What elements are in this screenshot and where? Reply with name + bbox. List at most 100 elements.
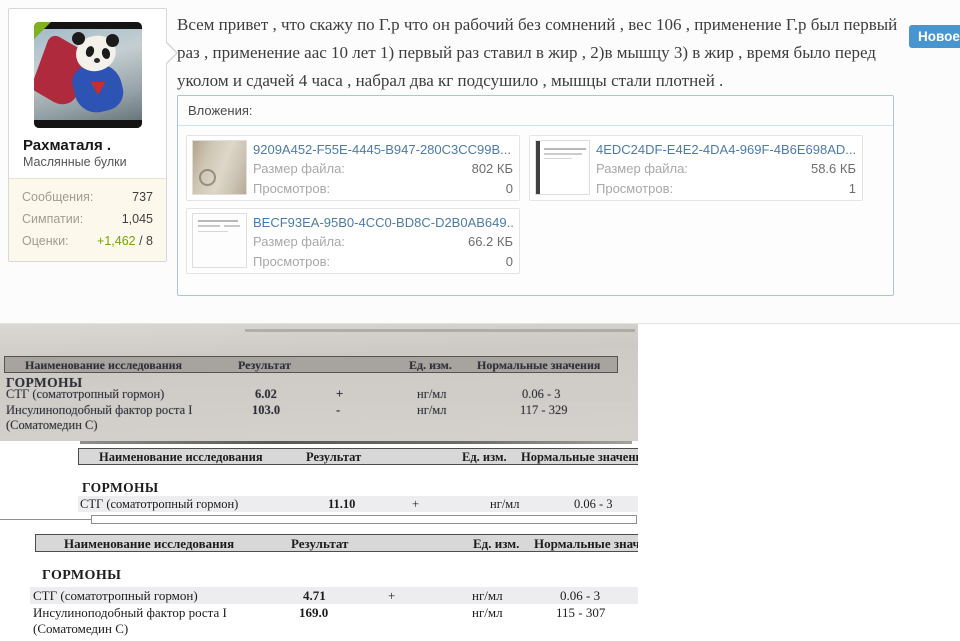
- attachment-views-row: Просмотров: 0: [253, 252, 513, 272]
- lab-row-flag: +: [388, 588, 396, 603]
- col-header-normal: Нормальные значения: [477, 358, 601, 372]
- lab-row-name: СТГ (соматотропный гормон): [80, 497, 239, 511]
- col-header-name: Наименование исследования: [64, 536, 235, 551]
- attachment-info: BECF93EA-95B0-4CC0-BD8C-D2B0AB649... Раз…: [253, 214, 513, 272]
- lab-row-normal: 0.06 - 3: [560, 588, 601, 603]
- forum-post: Рахматаля . Маслянные булки Сообщения: 7…: [0, 8, 960, 324]
- lab-row-unit: нг/мл: [417, 387, 447, 401]
- lab-row-result: 103.0: [252, 403, 281, 417]
- attachments-header: Вложения:: [178, 96, 893, 126]
- size-label: Размер файла:: [253, 161, 345, 176]
- lab-row-result: 4.71: [303, 588, 326, 603]
- stat-value: 737: [132, 190, 153, 204]
- avatar-art: [93, 58, 100, 63]
- lab-row-normal: 117 - 329: [520, 403, 568, 417]
- views-label: Просмотров:: [253, 181, 331, 196]
- lab-result-image-2[interactable]: Наименование исследования Результат Ед. …: [0, 444, 638, 528]
- lab-row-normal: 0.06 - 3: [574, 497, 613, 511]
- attachments-box: Вложения: 9209A452-F55E-4445-B947-280C3C…: [177, 95, 894, 296]
- lab-result-image-3[interactable]: Наименование исследования Результат Ед. …: [0, 528, 638, 641]
- user-title: Маслянные булки: [23, 155, 127, 169]
- rating-positive: +1,462: [97, 234, 136, 248]
- lab-row-name: СТГ (соматотропный гормон): [6, 387, 165, 401]
- size-label: Размер файла:: [596, 161, 688, 176]
- col-header-normal: Нормальные значения: [521, 450, 638, 464]
- lab-row-result: 169.0: [299, 605, 329, 620]
- avatar-art: [71, 32, 85, 45]
- lab-row-band: [30, 587, 638, 604]
- size-value: 802 КБ: [471, 161, 513, 176]
- stat-label: Симпатии:: [22, 212, 84, 226]
- col-header-unit: Ед. изм.: [473, 536, 520, 551]
- size-label: Размер файла:: [253, 234, 345, 249]
- lab-row-flag: -: [336, 403, 341, 417]
- lab-row-unit: нг/мл: [417, 403, 447, 417]
- avatar-art: [33, 120, 142, 128]
- photo-bottom-edge: [80, 441, 632, 444]
- avatar[interactable]: [33, 22, 142, 128]
- views-value: 1: [848, 181, 856, 196]
- lab-table-header: Наименование исследования Результат Ед. …: [35, 534, 638, 552]
- stat-messages: Сообщения: 737: [22, 186, 153, 208]
- post-text: Всем привет , что скажу по Г.р что он ра…: [177, 15, 898, 90]
- user-stats: Сообщения: 737 Симпатии: 1,045 Оценки: +…: [9, 178, 166, 261]
- lab-row-band: [0, 387, 632, 402]
- lab-section-title: ГОРМОНЫ: [42, 568, 122, 583]
- attachment-info: 9209A452-F55E-4445-B947-280C3CC99B... Ра…: [253, 141, 513, 199]
- col-header-name: Наименование исследования: [25, 358, 183, 372]
- attachment-size-row: Размер файла: 802 КБ: [253, 159, 513, 179]
- lab-row-name: Инсулиноподобный фактор роста I: [6, 403, 193, 417]
- lab-section-title: ГОРМОНЫ: [82, 480, 159, 495]
- attachment-filename-link[interactable]: 9209A452-F55E-4445-B947-280C3CC99B...: [253, 142, 512, 157]
- new-post-badge[interactable]: Новое: [909, 25, 960, 48]
- lab-row-name: Инсулиноподобный фактор роста I: [33, 605, 227, 620]
- attachment-filename-link[interactable]: BECF93EA-95B0-4CC0-BD8C-D2B0AB649...: [253, 215, 513, 230]
- views-label: Просмотров:: [596, 181, 674, 196]
- lab-row-name: СТГ (соматотропный гормон): [33, 588, 198, 603]
- col-header-result: Результат: [238, 358, 292, 372]
- avatar-art: [33, 22, 142, 29]
- stat-value: 1,045: [121, 212, 153, 226]
- stat-label: Сообщения:: [22, 190, 94, 204]
- lab-row-name2: (Соматомедин С): [33, 621, 129, 636]
- attachment-thumbnail[interactable]: [192, 213, 247, 268]
- attachment-views-row: Просмотров: 0: [253, 179, 513, 199]
- attachment-info: 4EDC24DF-E4E2-4DA4-969F-4B6E698AD... Раз…: [596, 141, 856, 199]
- lab-row-band: [78, 496, 638, 512]
- col-header-result: Результат: [291, 536, 349, 551]
- lab-result-image-1[interactable]: Наименование исследования Результат Ед. …: [0, 324, 638, 441]
- lab-section-title: ГОРМОНЫ: [6, 375, 83, 390]
- attachment-size-row: Размер файла: 58.6 КБ: [596, 159, 856, 179]
- views-value: 0: [505, 181, 513, 196]
- attachment-item: 9209A452-F55E-4445-B947-280C3CC99B... Ра…: [186, 135, 520, 201]
- size-value: 66.2 КБ: [467, 234, 513, 249]
- lab-row-unit: нг/мл: [472, 605, 503, 620]
- avatar-art: [105, 34, 119, 47]
- scan-edge-line: [0, 519, 92, 520]
- col-header-result: Результат: [306, 450, 362, 464]
- views-value: 0: [505, 254, 513, 269]
- lab-row-unit: нг/мл: [472, 588, 503, 603]
- online-indicator-icon: [33, 22, 51, 39]
- lab-table-header: Наименование исследования Результат Ед. …: [4, 356, 618, 373]
- attachment-filename-link[interactable]: 4EDC24DF-E4E2-4DA4-969F-4B6E698AD...: [596, 142, 856, 157]
- user-info-card: Рахматаля . Маслянные булки Сообщения: 7…: [8, 8, 178, 262]
- col-header-normal: Нормальные значения: [534, 536, 638, 551]
- attachment-views-row: Просмотров: 1: [596, 179, 856, 199]
- username[interactable]: Рахматаля .: [23, 137, 112, 154]
- lab-row-unit: нг/мл: [490, 497, 520, 511]
- attachment-thumbnail[interactable]: [192, 140, 247, 195]
- attachment-item: BECF93EA-95B0-4CC0-BD8C-D2B0AB649... Раз…: [186, 208, 520, 274]
- lab-row-normal: 115 - 307: [556, 605, 606, 620]
- attachment-thumbnail[interactable]: [535, 140, 590, 195]
- col-header-unit: Ед. изм.: [462, 450, 507, 464]
- rating-count: / 8: [135, 234, 153, 248]
- lab-row-result: 11.10: [328, 497, 356, 511]
- lab-table-header: Наименование исследования Результат Ед. …: [78, 448, 638, 465]
- lab-row-result: 6.02: [255, 387, 277, 401]
- stat-label: Оценки:: [22, 234, 69, 248]
- lab-row-flag: +: [412, 497, 420, 511]
- size-value: 58.6 КБ: [810, 161, 856, 176]
- attachment-size-row: Размер файла: 66.2 КБ: [253, 232, 513, 252]
